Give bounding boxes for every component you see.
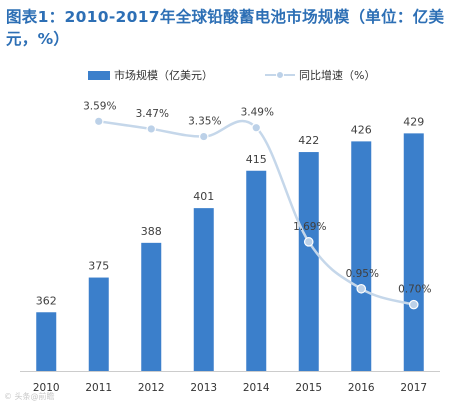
bar-label-2013: 401 [193,190,214,203]
bar-label-2017: 429 [403,115,424,128]
bar-label-2010: 362 [36,294,57,307]
line-point-2015 [303,237,314,247]
legend-label-market-size: 市场规模（亿美元） [114,69,213,82]
line-label-2016: 0.95% [346,268,379,280]
line-label-2017: 0.70% [398,284,431,296]
chart-legend: 市场规模（亿美元） 同比增速（%） [88,66,427,84]
bar-2010 [36,312,57,371]
watermark: © 头条@前瞻 [4,392,55,401]
line-label-2013: 3.35% [188,116,221,128]
bar-label-2014: 415 [246,153,267,166]
bar-2012 [141,242,162,371]
x-tick-label-2014: 2014 [243,382,270,394]
line-point-2013 [198,131,209,142]
line-label-2012: 3.47% [136,108,169,120]
x-tick-label-2017: 2017 [400,382,427,394]
line-point-2016 [356,283,367,294]
chart-title: 图表1：2010-2017年全球铅酸蓄电池市场规模（单位：亿美元，%） [6,8,445,48]
bar-2014 [246,170,267,371]
legend-line-swatch [265,71,295,79]
legend-line-marker [276,71,284,79]
x-tick-label-2011: 2011 [85,382,112,394]
line-label-2011: 3.59% [83,100,116,112]
legend-item-growth-rate: 同比增速（%） [265,67,375,83]
bar-label-2015: 422 [298,134,319,147]
bar-label-2011: 375 [88,260,109,273]
x-tick-label-2016: 2016 [348,382,375,394]
bar-label-2012: 388 [141,225,162,238]
line-point-2017 [408,299,419,310]
bar-2016 [351,141,372,371]
x-tick-label-2010: 2010 [33,382,60,394]
line-point-2014 [251,122,262,133]
legend-label-growth-rate: 同比增速（%） [299,69,376,82]
line-point-2012 [146,124,157,134]
bar-2011 [88,277,109,371]
x-tick-label-2015: 2015 [295,382,322,394]
legend-bar-swatch [88,70,110,80]
bar-2017 [403,133,424,371]
bar-2013 [193,208,214,371]
x-tick-label-2013: 2013 [190,382,217,394]
x-tick-label-2012: 2012 [138,382,165,394]
bar-label-2016: 426 [351,123,372,136]
line-label-2014: 3.49% [241,107,274,119]
line-label-2015: 1.69% [293,221,326,233]
legend-item-market-size: 市场规模（亿美元） [88,67,213,83]
line-point-2011 [93,116,104,127]
bar-2015 [298,152,319,371]
